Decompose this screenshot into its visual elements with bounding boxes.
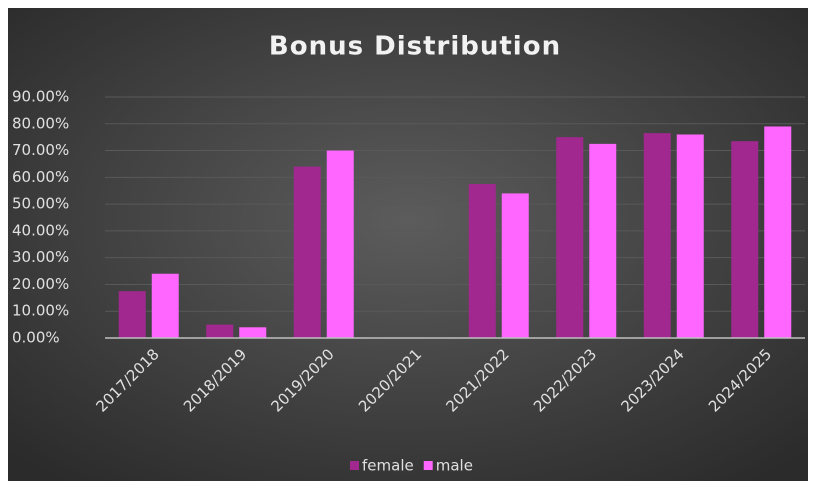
y-tick-label: 70.00% [12, 141, 69, 159]
y-tick-label: 80.00% [12, 114, 69, 132]
y-tick-label: 60.00% [12, 168, 69, 186]
y-tick-label: 20.00% [12, 275, 69, 293]
bar [676, 134, 704, 338]
y-tick-label: 50.00% [12, 195, 69, 213]
y-tick-label: 30.00% [12, 248, 69, 266]
chart-background [8, 8, 808, 481]
y-tick-label: 90.00% [12, 88, 69, 106]
bar [293, 166, 321, 338]
bar [151, 273, 179, 338]
y-tick-label: 40.00% [12, 221, 69, 239]
bar [468, 184, 496, 338]
bar [326, 150, 354, 338]
legend-label: female [362, 457, 414, 475]
bar [731, 141, 759, 338]
bar [643, 133, 671, 338]
bar [239, 327, 267, 338]
y-tick-label: 10.00% [12, 302, 69, 320]
bar [764, 126, 792, 338]
bar [556, 137, 584, 338]
bar [589, 143, 617, 338]
legend-swatch [350, 461, 359, 470]
y-tick-label: 0.00% [12, 329, 60, 347]
bar [206, 324, 234, 338]
legend-swatch [423, 461, 433, 470]
legend-label: male [436, 457, 473, 475]
bar [118, 291, 146, 338]
chart-title: Bonus Distribution [269, 32, 561, 62]
bar [501, 193, 529, 338]
